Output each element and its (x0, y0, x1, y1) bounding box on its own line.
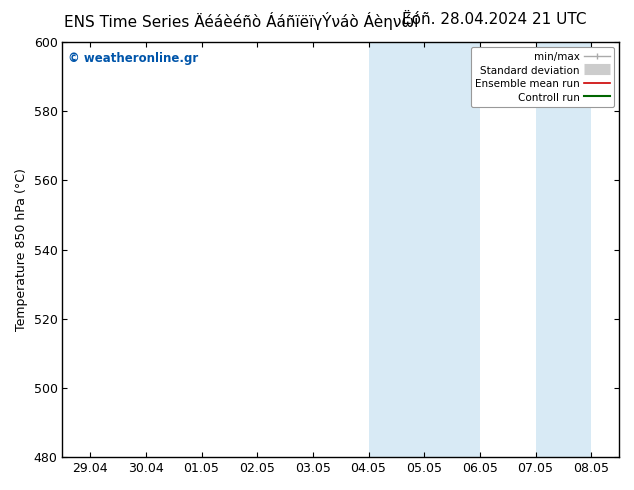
Bar (424, 42, 480, 457)
Text: © weatheronline.gr: © weatheronline.gr (68, 52, 198, 66)
Text: ENS Time Series Äéáèéñò ÁáñïëïγÝνáò Áèηνώí: ENS Time Series Äéáèéñò ÁáñïëïγÝνáò Áèην… (64, 12, 418, 30)
Legend: min/max, Standard deviation, Ensemble mean run, Controll run: min/max, Standard deviation, Ensemble me… (470, 47, 614, 107)
Bar (536, 42, 591, 457)
Y-axis label: Temperature 850 hPa (°C): Temperature 850 hPa (°C) (15, 168, 28, 331)
Bar (368, 42, 424, 457)
Text: Ëóñ. 28.04.2024 21 UTC: Ëóñ. 28.04.2024 21 UTC (402, 12, 587, 27)
